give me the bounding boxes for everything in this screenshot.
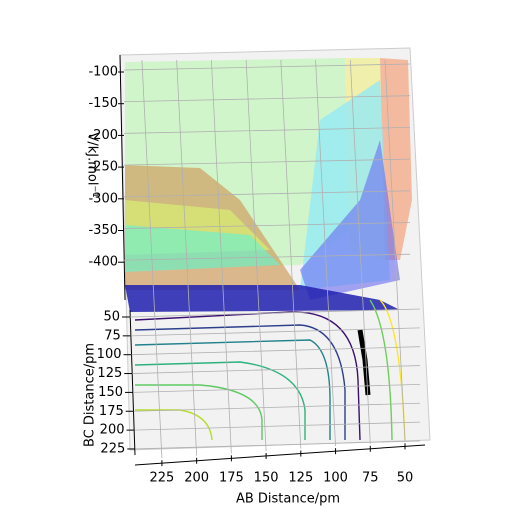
- y-tick-label: 225: [100, 441, 125, 456]
- x-tick-label: 125: [288, 471, 313, 486]
- y-axis-line: [129, 309, 136, 456]
- y-tick-label: 150: [98, 385, 123, 400]
- z-tick-label: -200: [88, 128, 118, 143]
- x-tick-label: 175: [219, 471, 244, 486]
- y-tick-label: 200: [100, 423, 125, 438]
- y-tick-label: 175: [99, 404, 124, 419]
- grid-line: [131, 346, 421, 356]
- z-axis-label: V/kJ.mol⁻¹: [85, 132, 100, 197]
- y-tick-label: 100: [97, 347, 122, 362]
- x-axis-line: [134, 444, 426, 466]
- y-tick-label: 50: [103, 310, 120, 325]
- x-tick-label: 100: [323, 471, 348, 486]
- grid-line: [315, 59, 336, 447]
- grid-line: [123, 95, 411, 103]
- grid-line: [132, 365, 421, 374]
- grid-line: [123, 158, 411, 166]
- y-tick-label: 125: [97, 366, 122, 381]
- grid-line: [123, 222, 411, 229]
- grid-line: [210, 59, 232, 454]
- grid-line: [123, 190, 411, 198]
- z-tick-label: -100: [88, 65, 118, 80]
- y-tick-label: 75: [104, 328, 121, 343]
- grid-line: [123, 63, 411, 71]
- grid-line: [130, 327, 421, 337]
- x-tick-label: 200: [184, 471, 209, 486]
- grid-line: [384, 59, 406, 442]
- grid-line: [141, 59, 163, 459]
- grid-line: [123, 253, 411, 261]
- grid-line: [129, 308, 421, 318]
- z-axis-line: [119, 54, 126, 301]
- z-tick-label: -300: [88, 191, 118, 206]
- grid-line: [280, 59, 302, 449]
- grid-line: [245, 59, 267, 451]
- z-tick-label: -350: [88, 223, 118, 238]
- x-tick-label: 50: [397, 471, 414, 486]
- y-axis-label: BC Distance/pm: [83, 343, 98, 447]
- grid-line: [349, 59, 371, 444]
- grid-line: [134, 421, 421, 431]
- x-tick-label: 75: [362, 471, 379, 486]
- x-tick-label: 225: [150, 471, 175, 486]
- surface-band: [125, 225, 280, 272]
- grid-line: [176, 59, 198, 456]
- contours: [134, 299, 406, 441]
- grid-line: [132, 384, 421, 393]
- z-tick-label: -150: [88, 96, 118, 111]
- grid-line: [135, 440, 421, 450]
- z-tick-label: -250: [88, 160, 118, 175]
- grid-line: [133, 402, 421, 412]
- z-tick-label: -400: [88, 255, 118, 270]
- grid-line: [123, 127, 411, 134]
- x-axis-label: AB Distance/pm: [236, 492, 340, 507]
- x-tick-label: 150: [254, 471, 279, 486]
- surface-band: [300, 140, 400, 300]
- surface-band: [125, 285, 400, 312]
